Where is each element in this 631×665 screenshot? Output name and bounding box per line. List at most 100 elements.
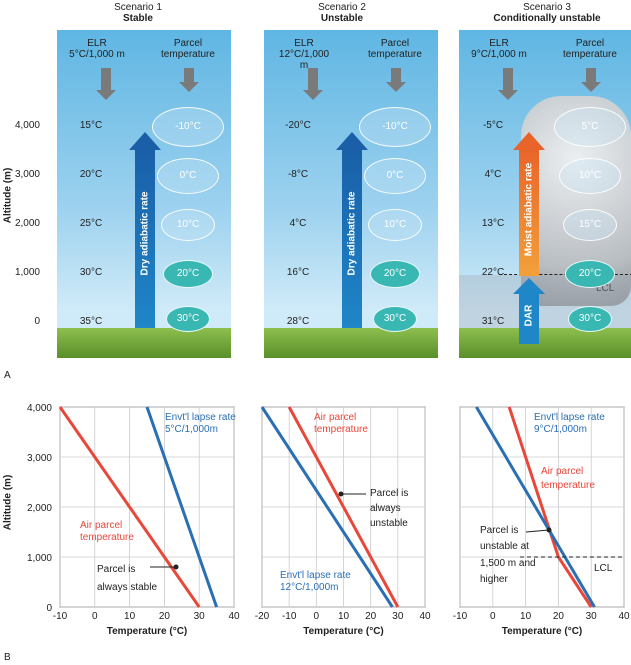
air-label: temperature (80, 532, 134, 543)
parcel-bubble: 30°C (166, 306, 210, 332)
parcel-bubble: 10°C (559, 158, 621, 194)
x-tick: 20 (553, 611, 565, 622)
label-b: B (4, 652, 11, 663)
env-temp: -20°C (285, 120, 311, 131)
ground (264, 328, 438, 358)
a-y-tick: 2,000 (14, 218, 40, 229)
parcel-bubble: 0°C (157, 158, 219, 194)
env-temp: -5°C (482, 120, 504, 131)
x-tick: 0 (490, 611, 496, 622)
x-tick: 40 (618, 611, 630, 622)
air-parcel-line (287, 406, 400, 608)
parcel-header: Parcel temperature (368, 38, 422, 60)
scenario-2-title: Scenario 2 Unstable (318, 2, 366, 24)
b-y-tick: 0 (46, 603, 52, 614)
env-temp: 20°C (79, 169, 103, 180)
env-temp: 28°C (286, 316, 310, 327)
x-tick: -10 (453, 611, 468, 622)
arrow-head-icon (336, 132, 368, 150)
x-tick: 0 (314, 611, 320, 622)
air-label: Air parcel (80, 520, 122, 531)
env-temp: 25°C (79, 218, 103, 229)
air-label: temperature (541, 480, 595, 491)
env-temp: 4°C (484, 169, 502, 180)
parcel-bubble: 15°C (563, 209, 617, 241)
x-tick: -10 (53, 611, 68, 622)
parcel-bubble: 10°C (161, 209, 215, 241)
x-tick: 10 (338, 611, 350, 622)
parcel-header: Parcel temperature (161, 38, 215, 60)
note: Parcel is (370, 488, 408, 499)
b-y-tick: 2,000 (27, 503, 52, 514)
parcel-bubble: 5°C (554, 107, 626, 147)
b-y-tick: 4,000 (27, 403, 52, 414)
arrow-head-icon (513, 278, 545, 294)
parcel-bubble: 20°C (163, 260, 213, 288)
parcel-bubble: 20°C (370, 260, 420, 288)
scenario-3-title: Scenario 3 Conditionally unstable (493, 2, 601, 24)
x-tick: 0 (92, 611, 98, 622)
down-arrow-icon (303, 68, 323, 100)
env-label: Envt'l lapse rate (534, 412, 605, 423)
parcel-bubble: 20°C (565, 260, 615, 288)
x-tick: 30 (392, 611, 404, 622)
x-tick: 40 (228, 611, 240, 622)
env-label: Envt'l lapse rate (280, 570, 351, 581)
x-axis-label: Temperature (°C) (303, 626, 384, 637)
x-tick: 30 (586, 611, 598, 622)
down-arrow-icon (179, 68, 199, 92)
env-lapse-line (260, 406, 394, 608)
air-parcel-line (58, 406, 201, 608)
parcel-bubble: 0°C (364, 158, 426, 194)
dry-adiabatic-arrow: Dry adiabatic rate (342, 148, 362, 328)
label-a: A (4, 370, 11, 381)
env-temp: -8°C (287, 169, 309, 180)
elr-header: ELR 5°C/1,000 m (69, 38, 125, 60)
env-temp: 22°C (481, 267, 505, 278)
b-y-tick: 1,000 (27, 553, 52, 564)
lcl-label: LCL (596, 283, 615, 294)
air-label: temperature (314, 424, 368, 435)
x-tick: 30 (194, 611, 206, 622)
env-lapse-line (145, 406, 219, 608)
moist-adiabatic-arrow: Moist adiabatic rate (519, 148, 539, 276)
down-arrow-icon (581, 68, 601, 92)
env-temp: 35°C (79, 316, 103, 327)
env-temp: 30°C (79, 267, 103, 278)
arrow-head-icon (513, 132, 545, 150)
arrow-head-icon (129, 132, 161, 150)
scenario-2-panel: ELR 12°C/1,000 m Parcel temperature -20°C -8… (264, 30, 438, 358)
env-label: 9°C/1,000m (534, 424, 587, 435)
elr-header: ELR 9°C/1,000 m (471, 38, 527, 60)
x-axis-label: Temperature (°C) (107, 626, 188, 637)
note: unstable at (480, 541, 529, 552)
env-temp: 15°C (79, 120, 103, 131)
parcel-bubble: -10°C (152, 107, 224, 147)
ground (459, 328, 631, 358)
env-temp: 13°C (481, 218, 505, 229)
env-temp: 31°C (481, 316, 505, 327)
x-tick: 10 (520, 611, 532, 622)
air-label: Air parcel (541, 466, 583, 477)
scenario-3-panel: LCL ELR 9°C/1,000 m Parcel temperature -5°C 4… (459, 30, 631, 358)
parcel-bubble: 30°C (373, 306, 417, 332)
note: Parcel is (97, 564, 135, 575)
down-arrow-icon (498, 68, 518, 100)
dar-arrow: DAR (519, 292, 539, 344)
env-lapse-line (475, 406, 596, 608)
x-tick: 20 (159, 611, 171, 622)
scenario-1-panel: ELR 5°C/1,000 m Parcel temperature 15°C 20°C… (57, 30, 231, 358)
scenario-1-title: Scenario 1 Stable (114, 2, 162, 24)
env-label: Envt'l lapse rate (165, 412, 236, 423)
dry-adiabatic-arrow: Dry adiabatic rate (135, 148, 155, 328)
x-tick: 20 (365, 611, 377, 622)
elr-header: ELR 12°C/1,000 m (278, 38, 330, 71)
env-label: 5°C/1,000m (165, 424, 218, 435)
a-y-tick: 4,000 (14, 120, 40, 131)
lcl-label: LCL (594, 563, 613, 574)
parcel-bubble: -10°C (359, 107, 431, 147)
note: unstable (370, 518, 408, 529)
a-y-tick: 1,000 (14, 267, 40, 278)
env-label: 12°C/1,000m (280, 582, 338, 593)
